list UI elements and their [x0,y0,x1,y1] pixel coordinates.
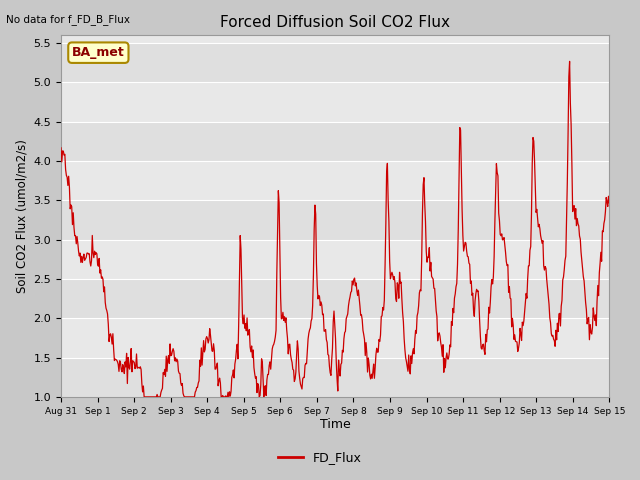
Legend: FD_Flux: FD_Flux [273,446,367,469]
Y-axis label: Soil CO2 Flux (umol/m2/s): Soil CO2 Flux (umol/m2/s) [15,139,28,293]
Text: No data for f_FD_B_Flux: No data for f_FD_B_Flux [6,14,131,25]
Text: BA_met: BA_met [72,46,125,59]
Bar [61,358,609,397]
Bar [61,279,609,318]
Bar [61,200,609,240]
Bar [61,122,609,161]
Bar [61,43,609,83]
Title: Forced Diffusion Soil CO2 Flux: Forced Diffusion Soil CO2 Flux [220,15,450,30]
X-axis label: Time: Time [320,419,351,432]
